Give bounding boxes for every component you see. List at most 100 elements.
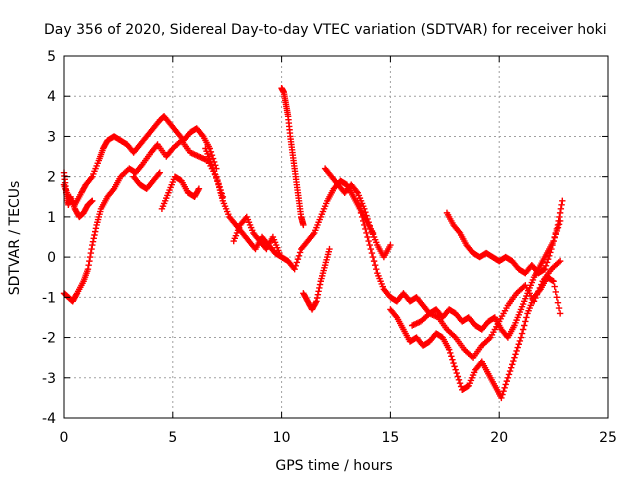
- x-tick-label: 5: [168, 430, 177, 446]
- data-point: [517, 334, 525, 341]
- data-point: [533, 291, 541, 298]
- data-point: [373, 265, 380, 273]
- data-point: [523, 314, 530, 321]
- data-point: [499, 391, 506, 398]
- data-point: [313, 294, 321, 302]
- data-point: [512, 351, 519, 358]
- data-point: [535, 288, 542, 295]
- data-points: [60, 84, 566, 402]
- data-point: [353, 188, 360, 195]
- data-point: [450, 359, 457, 367]
- data-point: [293, 259, 301, 266]
- data-point: [519, 326, 527, 333]
- data-point: [296, 249, 304, 256]
- data-point: [367, 245, 375, 253]
- data-point: [309, 231, 317, 238]
- data-point: [86, 253, 94, 261]
- data-point: [364, 233, 371, 241]
- data-point: [552, 229, 559, 237]
- data-point: [549, 241, 556, 249]
- data-point: [371, 261, 379, 269]
- series-arc-7: [230, 213, 283, 257]
- y-tick-label: -4: [42, 411, 56, 427]
- data-point: [546, 252, 553, 259]
- y-tick-label: -2: [42, 331, 56, 347]
- data-point: [291, 265, 298, 273]
- data-point: [541, 265, 549, 273]
- data-point: [455, 376, 463, 383]
- data-point: [448, 353, 455, 360]
- y-tick-label: 1: [47, 210, 56, 226]
- data-point: [109, 186, 117, 194]
- grid: [64, 56, 608, 418]
- data-point: [532, 294, 539, 302]
- y-axis-label: SDTVAR / TECUs: [7, 181, 23, 296]
- data-point: [88, 174, 95, 182]
- data-point: [73, 291, 80, 298]
- data-point: [548, 245, 555, 253]
- data-point: [551, 233, 558, 241]
- data-point: [506, 367, 514, 375]
- x-axis-label: GPS time / hours: [275, 458, 392, 474]
- data-point: [366, 222, 373, 229]
- data-point: [553, 225, 561, 233]
- data-point: [454, 373, 462, 380]
- data-point: [555, 304, 563, 312]
- data-point: [195, 185, 203, 192]
- data-point: [456, 379, 464, 387]
- chart-title: Day 356 of 2020, Sidereal Day-to-day VTE…: [44, 22, 607, 38]
- data-point: [544, 255, 552, 263]
- data-point: [449, 356, 456, 363]
- data-point: [213, 174, 220, 182]
- data-point: [364, 215, 371, 223]
- data-point: [365, 219, 372, 226]
- data-point: [85, 261, 92, 269]
- data-point: [530, 298, 538, 305]
- data-point: [357, 209, 365, 217]
- y-tick-label: 0: [47, 250, 56, 266]
- data-point: [447, 349, 454, 357]
- data-point: [547, 249, 554, 256]
- data-point: [556, 213, 563, 221]
- data-point: [292, 262, 299, 270]
- data-point: [453, 369, 460, 377]
- data-point: [554, 299, 562, 306]
- data-point: [559, 197, 566, 204]
- data-point: [209, 164, 217, 172]
- data-point: [86, 257, 93, 265]
- data-point: [392, 312, 400, 320]
- data-point: [516, 337, 524, 345]
- data-point: [315, 288, 322, 295]
- data-point: [557, 205, 565, 213]
- data-point: [88, 245, 95, 253]
- series-arc-8: [278, 84, 307, 229]
- series-arc-6: [202, 145, 377, 273]
- data-point: [365, 237, 372, 245]
- data-point: [452, 366, 459, 373]
- y-tick-label: 2: [47, 170, 56, 186]
- data-point: [363, 229, 370, 237]
- data-point: [360, 217, 367, 225]
- data-point: [556, 257, 564, 265]
- data-point: [511, 354, 518, 361]
- data-point: [355, 201, 363, 209]
- data-point: [543, 259, 551, 266]
- data-point: [138, 162, 145, 170]
- data-point: [212, 171, 219, 178]
- data-point: [558, 201, 565, 209]
- data-point: [90, 235, 97, 242]
- series-arc-10: [321, 165, 394, 261]
- data-point: [155, 170, 162, 178]
- data-point: [509, 361, 516, 368]
- data-point: [84, 265, 92, 273]
- series-arc-9: [300, 245, 333, 313]
- data-point: [89, 238, 97, 245]
- data-point: [295, 252, 303, 259]
- data-point: [455, 228, 463, 235]
- data-point: [502, 381, 509, 388]
- data-point: [91, 228, 99, 235]
- y-tick-label: 5: [47, 49, 56, 65]
- data-point: [89, 241, 96, 249]
- data-point: [503, 377, 511, 385]
